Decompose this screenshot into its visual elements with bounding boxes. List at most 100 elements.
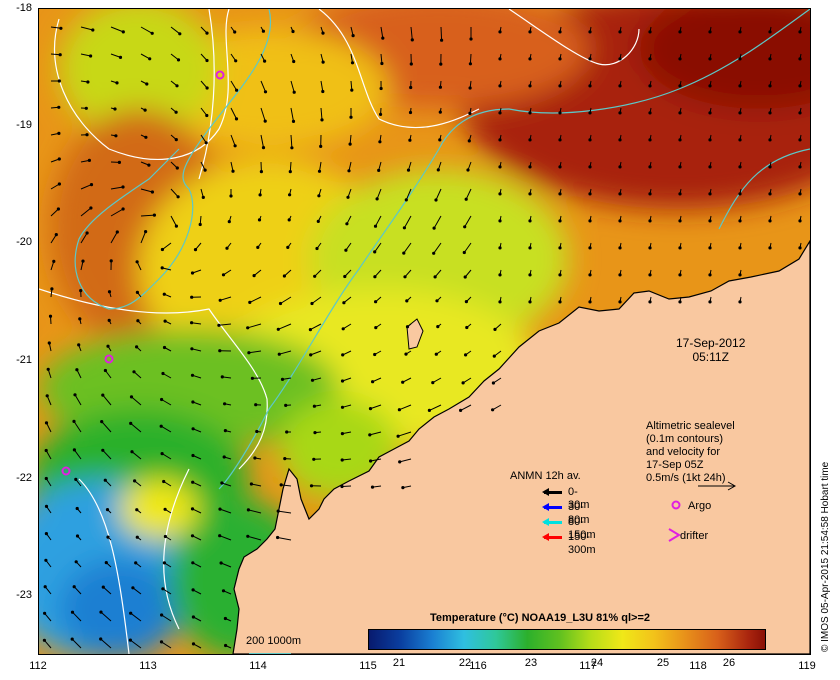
current-vector-head xyxy=(648,138,652,142)
current-vector-head xyxy=(43,585,47,589)
current-vector-head xyxy=(162,345,167,350)
current-vector xyxy=(50,208,59,217)
current-vector-head xyxy=(588,165,592,169)
current-vector-head xyxy=(678,246,682,250)
y-tick-label: -19 xyxy=(16,119,32,131)
current-vector xyxy=(131,451,142,460)
x-tick-label: 117 xyxy=(579,660,597,672)
current-vector-head xyxy=(163,507,167,511)
current-vector-head xyxy=(190,271,195,275)
current-vector-head xyxy=(115,81,119,85)
current-vector-head xyxy=(403,275,407,279)
current-vector-head xyxy=(148,57,152,61)
current-vector-head xyxy=(439,62,443,66)
current-vector-head xyxy=(190,373,195,377)
current-vector xyxy=(218,323,232,326)
current-vector-head xyxy=(798,30,802,34)
current-vector-head xyxy=(174,110,178,114)
current-vector-head xyxy=(115,230,119,234)
current-vector-head xyxy=(321,89,325,94)
current-vector-head xyxy=(291,119,296,123)
current-vector-head xyxy=(162,479,166,484)
altimetry-scale-arrow xyxy=(698,481,737,491)
current-vector xyxy=(73,586,82,595)
current-vector xyxy=(463,242,472,253)
current-vector-head xyxy=(498,111,502,115)
current-vector-head xyxy=(292,59,296,64)
current-vector-head xyxy=(290,146,294,150)
current-vector-head xyxy=(588,192,592,196)
current-vector-head xyxy=(129,611,133,615)
current-vector-head xyxy=(373,250,377,254)
current-vector-head xyxy=(678,57,682,61)
current-vector-head xyxy=(78,317,82,321)
current-vector xyxy=(249,296,262,303)
current-vector-head xyxy=(738,138,742,142)
current-vector-head xyxy=(313,431,317,435)
current-vector-head xyxy=(491,408,495,412)
anmn-legend-label: 150-300m xyxy=(568,531,596,556)
current-vector-head xyxy=(174,224,178,228)
current-vector-head xyxy=(678,219,682,223)
arrow-icon xyxy=(544,506,562,509)
current-vector-head xyxy=(377,168,381,172)
current-vector-head xyxy=(57,182,61,186)
current-vector-head xyxy=(558,219,562,223)
current-vector xyxy=(80,232,88,244)
current-vector-head xyxy=(309,353,313,357)
current-vector-head xyxy=(401,486,405,490)
current-vector xyxy=(161,614,172,622)
current-vector-head xyxy=(131,586,135,590)
current-vector-head xyxy=(409,62,413,66)
current-vector-head xyxy=(74,560,78,564)
current-vector-head xyxy=(375,197,379,201)
current-vector-head xyxy=(341,327,345,331)
current-vector-head xyxy=(374,300,378,304)
current-vector-head xyxy=(248,300,252,304)
current-vector xyxy=(290,80,295,93)
current-vector-head xyxy=(708,84,712,88)
sst-map-canvas xyxy=(39,9,810,654)
current-vector-head xyxy=(618,111,622,115)
current-vector-head xyxy=(436,325,440,329)
current-vector-head xyxy=(678,111,682,115)
current-vector xyxy=(100,638,112,649)
current-vector xyxy=(460,404,472,411)
arrowhead-icon xyxy=(542,488,549,496)
current-vector-head xyxy=(558,192,562,196)
current-vector xyxy=(46,422,52,433)
current-vector-head xyxy=(44,504,49,508)
argo-legend-symbol xyxy=(671,500,681,510)
current-vector xyxy=(278,510,292,514)
current-vector xyxy=(374,242,382,253)
y-tick-label: -22 xyxy=(16,472,32,484)
current-vector-head xyxy=(276,535,280,540)
current-vector-head xyxy=(528,138,532,142)
current-vector xyxy=(100,611,112,622)
current-vector-head xyxy=(410,38,414,42)
current-vector-head xyxy=(190,321,194,325)
current-vector xyxy=(433,215,442,229)
current-vector-head xyxy=(223,402,227,406)
arrowhead-icon xyxy=(542,503,549,511)
current-vector-head xyxy=(348,142,352,146)
current-vector-head xyxy=(201,195,205,199)
current-vector-head xyxy=(75,506,79,511)
current-vector xyxy=(281,484,292,487)
current-vector-head xyxy=(175,166,179,170)
current-vector-head xyxy=(528,165,532,169)
current-vector xyxy=(440,26,443,41)
current-vector-head xyxy=(57,105,61,109)
current-vector-head xyxy=(402,251,406,255)
current-vector-head xyxy=(109,259,113,263)
current-vector xyxy=(251,483,262,487)
current-vector-head xyxy=(738,246,742,250)
current-vector-head xyxy=(135,260,139,264)
current-vector-head xyxy=(107,318,111,322)
current-vector-head xyxy=(768,84,772,88)
current-vector-head xyxy=(99,610,103,614)
current-vector-head xyxy=(798,165,802,169)
current-vector xyxy=(160,425,172,433)
current-vector-head xyxy=(86,80,90,84)
current-vector-head xyxy=(263,59,267,63)
